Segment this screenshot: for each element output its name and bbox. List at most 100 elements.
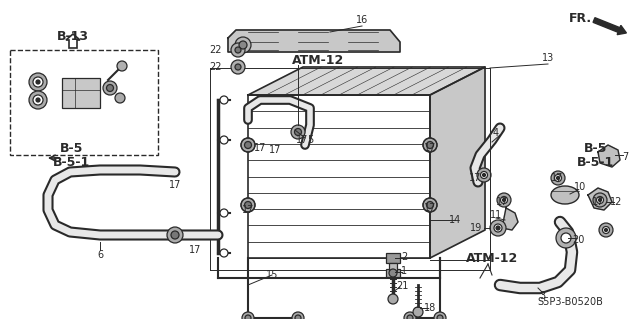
Circle shape [33,95,43,105]
Circle shape [235,47,241,53]
Circle shape [244,202,252,209]
Text: 17: 17 [254,143,266,153]
Circle shape [388,294,398,304]
Text: B-5-1: B-5-1 [53,155,91,168]
Circle shape [426,202,433,209]
Text: ATM-12: ATM-12 [292,54,344,66]
Circle shape [551,171,565,185]
Circle shape [115,93,125,103]
Text: 16: 16 [356,15,368,25]
Circle shape [605,228,607,232]
Circle shape [557,176,559,180]
Circle shape [294,129,301,136]
Circle shape [599,223,613,237]
Circle shape [241,138,255,152]
Text: 22: 22 [209,62,222,72]
Circle shape [389,269,397,277]
Text: 17: 17 [242,205,254,215]
Circle shape [239,41,247,49]
Circle shape [29,73,47,91]
Text: 17: 17 [592,197,604,207]
Text: B-13: B-13 [57,29,89,42]
Text: 3: 3 [539,291,545,301]
Circle shape [554,174,561,182]
Circle shape [481,172,488,179]
Circle shape [36,98,40,102]
Circle shape [29,91,47,109]
Circle shape [292,312,304,319]
Circle shape [556,228,576,248]
Text: 4: 4 [493,128,499,138]
Circle shape [171,231,179,239]
Circle shape [500,197,508,204]
Text: B-5: B-5 [60,142,84,154]
Bar [386,269,400,277]
FancyArrow shape [66,34,80,48]
Text: 10: 10 [574,182,586,192]
Text: 22: 22 [209,45,222,55]
Circle shape [242,312,254,319]
Text: 7: 7 [622,152,628,162]
Circle shape [437,315,443,319]
Text: 21: 21 [396,281,408,291]
Circle shape [561,233,571,243]
Bar [10,50,158,155]
Text: 17: 17 [469,173,481,183]
Circle shape [477,168,491,182]
Text: FR.: FR. [569,11,592,25]
Circle shape [598,198,602,202]
Circle shape [423,138,437,152]
Ellipse shape [551,186,579,204]
Polygon shape [248,67,485,95]
Text: 17: 17 [496,197,508,207]
Text: 17: 17 [189,245,201,255]
Circle shape [103,81,117,95]
Text: B-5-1: B-5-1 [577,155,614,168]
Circle shape [490,220,506,236]
Text: 11: 11 [490,210,502,220]
Circle shape [231,43,245,57]
Polygon shape [598,145,620,167]
Text: 17: 17 [169,180,181,190]
Text: 18: 18 [424,303,436,313]
Circle shape [244,142,252,149]
Circle shape [295,315,301,319]
Circle shape [220,96,228,104]
Text: 5: 5 [307,135,313,145]
Bar [389,263,397,271]
Text: 6: 6 [97,250,103,260]
Text: 13: 13 [542,53,554,63]
Text: S5P3-B0520B: S5P3-B0520B [537,297,603,307]
Circle shape [404,312,416,319]
Text: 17: 17 [296,135,308,145]
Polygon shape [228,30,400,52]
Circle shape [167,227,183,243]
Circle shape [426,142,433,149]
Circle shape [235,64,241,70]
Circle shape [220,136,228,144]
FancyArrow shape [593,18,627,35]
Text: 15: 15 [266,270,278,280]
Circle shape [245,315,251,319]
Circle shape [496,226,500,230]
Text: 14: 14 [449,215,461,225]
Text: ATM-12: ATM-12 [466,251,518,264]
Circle shape [407,315,413,319]
Bar [386,253,400,263]
Circle shape [117,61,127,71]
Circle shape [241,198,255,212]
Circle shape [602,226,609,234]
Circle shape [220,249,228,257]
Circle shape [593,193,607,207]
Circle shape [423,198,437,212]
Text: 12: 12 [610,197,622,207]
Circle shape [497,193,511,207]
Text: 17: 17 [551,173,563,183]
Text: 17: 17 [424,143,436,153]
Text: 1: 1 [401,266,407,276]
Polygon shape [502,208,518,230]
Circle shape [291,125,305,139]
Text: B-5: B-5 [584,142,608,154]
Circle shape [483,174,486,176]
Text: 19: 19 [470,223,482,233]
